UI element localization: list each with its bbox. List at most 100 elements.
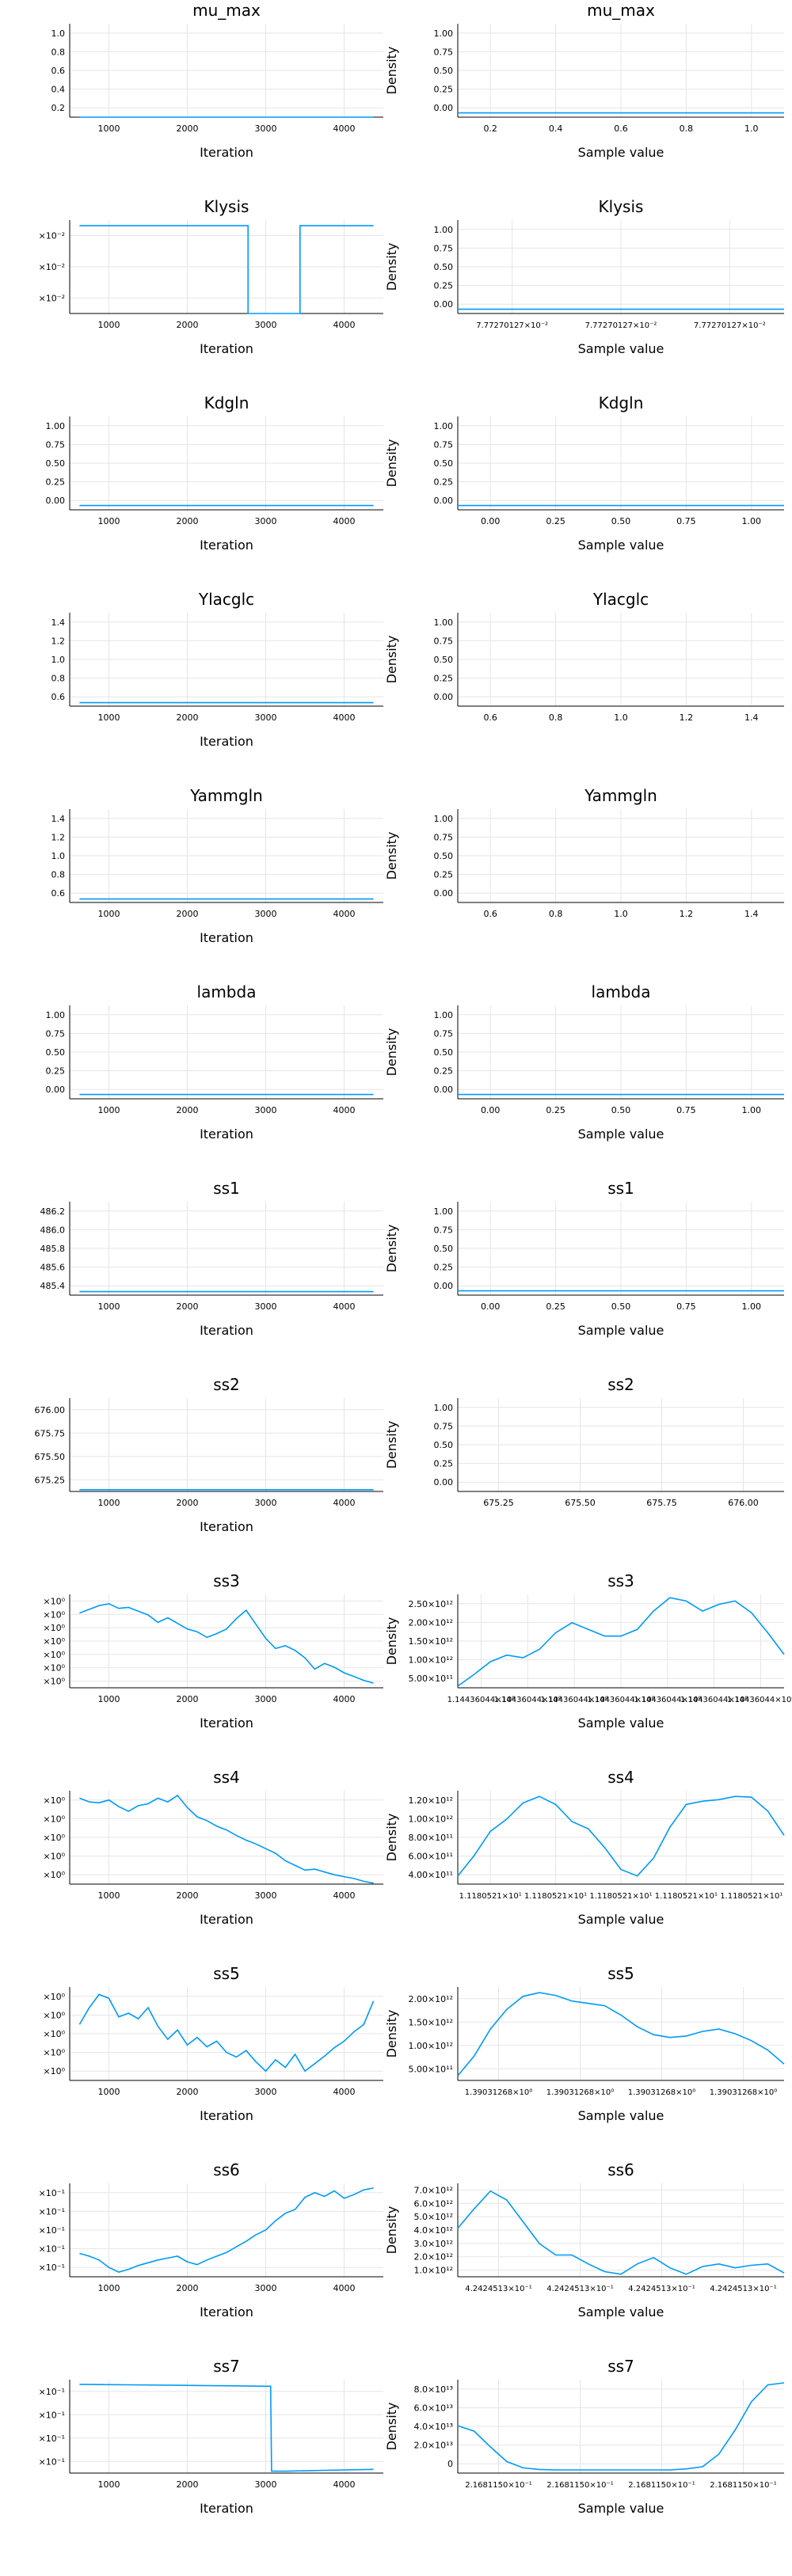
x-tick-label: 1000 [98,712,120,723]
x-tick-label: 2000 [177,516,199,526]
chart-title: ss7 [607,2357,634,2376]
y-tick-label: 486.2 [40,1206,66,1217]
x-tick-label: 3000 [255,2283,277,2293]
y-tick-label: 6.00×10¹¹ [408,1852,453,1862]
y-tick-label: 0.25 [434,477,454,488]
y-tick-label: ×10⁻¹ [39,2456,65,2467]
y-tick-label: 0.6 [51,888,66,899]
subplot-26 [457,2380,785,2474]
x-tick-label: 1.1180521×10¹ [720,1892,782,1901]
x-tick-label: 1000 [98,516,120,526]
x-tick-label: 3000 [255,1105,277,1115]
y-tick-label: 0.50 [434,655,454,665]
y-tick-label: 1.00 [434,225,454,235]
x-axis-label: Iteration [200,2304,253,2320]
y-tick-label: ×10⁻¹ [39,2434,65,2444]
chart-title: ss3 [213,1571,240,1590]
x-tick-label: 0.50 [611,516,631,526]
y-tick-label: 0.25 [46,477,66,488]
x-tick-label: 2000 [177,909,199,919]
y-tick-label: 0.75 [434,439,454,450]
y-tick-label: 0.6 [51,66,66,76]
y-axis-label: Density [384,439,399,488]
y-tick-label: 1.00 [434,814,454,824]
y-axis-label: Density [384,636,399,684]
y-tick-label: 6.0×10¹³ [413,2403,453,2413]
y-tick-label: 0.50 [434,262,454,272]
subplot-2 [457,24,784,118]
series-line [79,1794,374,1884]
subplot-22 [457,1987,785,2081]
y-tick-label: 0.00 [434,888,454,899]
x-tick-label: 1000 [98,2283,120,2293]
x-tick-label: 4000 [333,2479,356,2490]
y-tick-label: 0.25 [434,870,454,880]
y-tick-label: 1.00 [434,617,454,628]
y-tick-label: 1.0 [51,655,66,665]
x-axis-label: Iteration [200,1519,253,1534]
y-tick-label: 0.00 [434,103,454,113]
x-tick-label: 0.25 [546,516,565,526]
x-tick-label: 2000 [177,2087,199,2097]
y-tick-label: 0.75 [434,636,454,646]
y-axis-label: Density [384,2010,399,2058]
series-line [457,1992,785,2076]
x-axis-label: Iteration [200,734,253,749]
y-tick-label: 3.0×10¹² [413,2239,453,2249]
y-tick-label: 0.00 [46,496,66,506]
x-tick-label: 1.14436044×10⁰ [727,1696,792,1704]
subplot-15 [69,1398,383,1492]
x-tick-label: 676.00 [728,1498,759,1508]
y-tick-label: 5.00×10¹¹ [408,1674,453,1684]
chart-title: ss6 [213,2160,240,2179]
x-tick-label: 2.1681150×10⁻¹ [710,2481,776,2490]
x-tick-label: 3000 [255,1301,277,1312]
y-tick-label: 0.75 [434,1225,454,1235]
x-tick-label: 7.77270127×10⁻² [476,321,548,330]
y-tick-label: ×10⁻¹ [39,2263,65,2273]
x-tick-label: 4000 [333,123,356,134]
y-tick-label: 2.00×10¹² [408,1994,453,2004]
y-tick-label: 1.00 [434,1403,454,1413]
y-tick-label: 485.6 [40,1263,66,1273]
y-tick-label: 1.00 [434,1206,454,1217]
x-tick-label: 1.00 [742,1105,762,1115]
y-tick-label: ×10⁻¹ [39,2225,65,2236]
y-tick-label: 5.0×10¹² [413,2212,453,2222]
y-tick-label: 0.00 [434,1085,454,1095]
x-tick-label: 0.00 [481,1105,501,1115]
x-axis-label: Sample value [578,1912,664,1927]
subplot-20 [457,1791,785,1885]
y-axis-label: Density [384,1225,399,1273]
y-tick-label: 7.0×10¹² [413,2185,453,2195]
x-axis-label: Iteration [200,1323,253,1338]
y-tick-label: 1.50×10¹² [408,1636,453,1647]
y-tick-label: 0.50 [434,1440,454,1450]
x-tick-label: 4000 [333,1301,356,1312]
y-tick-label: 0.00 [46,1085,66,1095]
y-tick-label: 0.75 [434,243,454,253]
x-tick-label: 3000 [255,123,277,134]
x-tick-label: 1.14436044×10⁰ [494,1696,562,1704]
x-tick-label: 3000 [255,1890,277,1901]
y-tick-label: ×10⁰ [43,1623,65,1633]
x-tick-label: 1.4 [744,909,759,919]
x-axis-label: Iteration [200,1715,253,1731]
chart-title: ss3 [607,1571,634,1590]
y-tick-label: 8.0×10¹³ [413,2384,453,2395]
y-tick-label: 1.00 [46,421,66,431]
x-axis-label: Sample value [578,1715,664,1731]
y-tick-label: ×10⁰ [43,1852,65,1862]
x-axis-label: Sample value [578,538,664,553]
x-tick-label: 1.00 [742,516,762,526]
x-tick-label: 4000 [333,1890,356,1901]
chart-title: Ylacglc [198,590,254,609]
x-tick-label: 0.00 [481,516,501,526]
y-tick-label: 5.00×10¹¹ [408,2064,453,2074]
subplot-11 [69,1005,383,1100]
y-tick-label: 0.50 [46,1047,66,1058]
y-tick-label: 0.50 [434,851,454,861]
subplot-13 [69,1202,383,1296]
subplot-5 [69,416,383,511]
x-tick-label: 4000 [333,1105,356,1115]
